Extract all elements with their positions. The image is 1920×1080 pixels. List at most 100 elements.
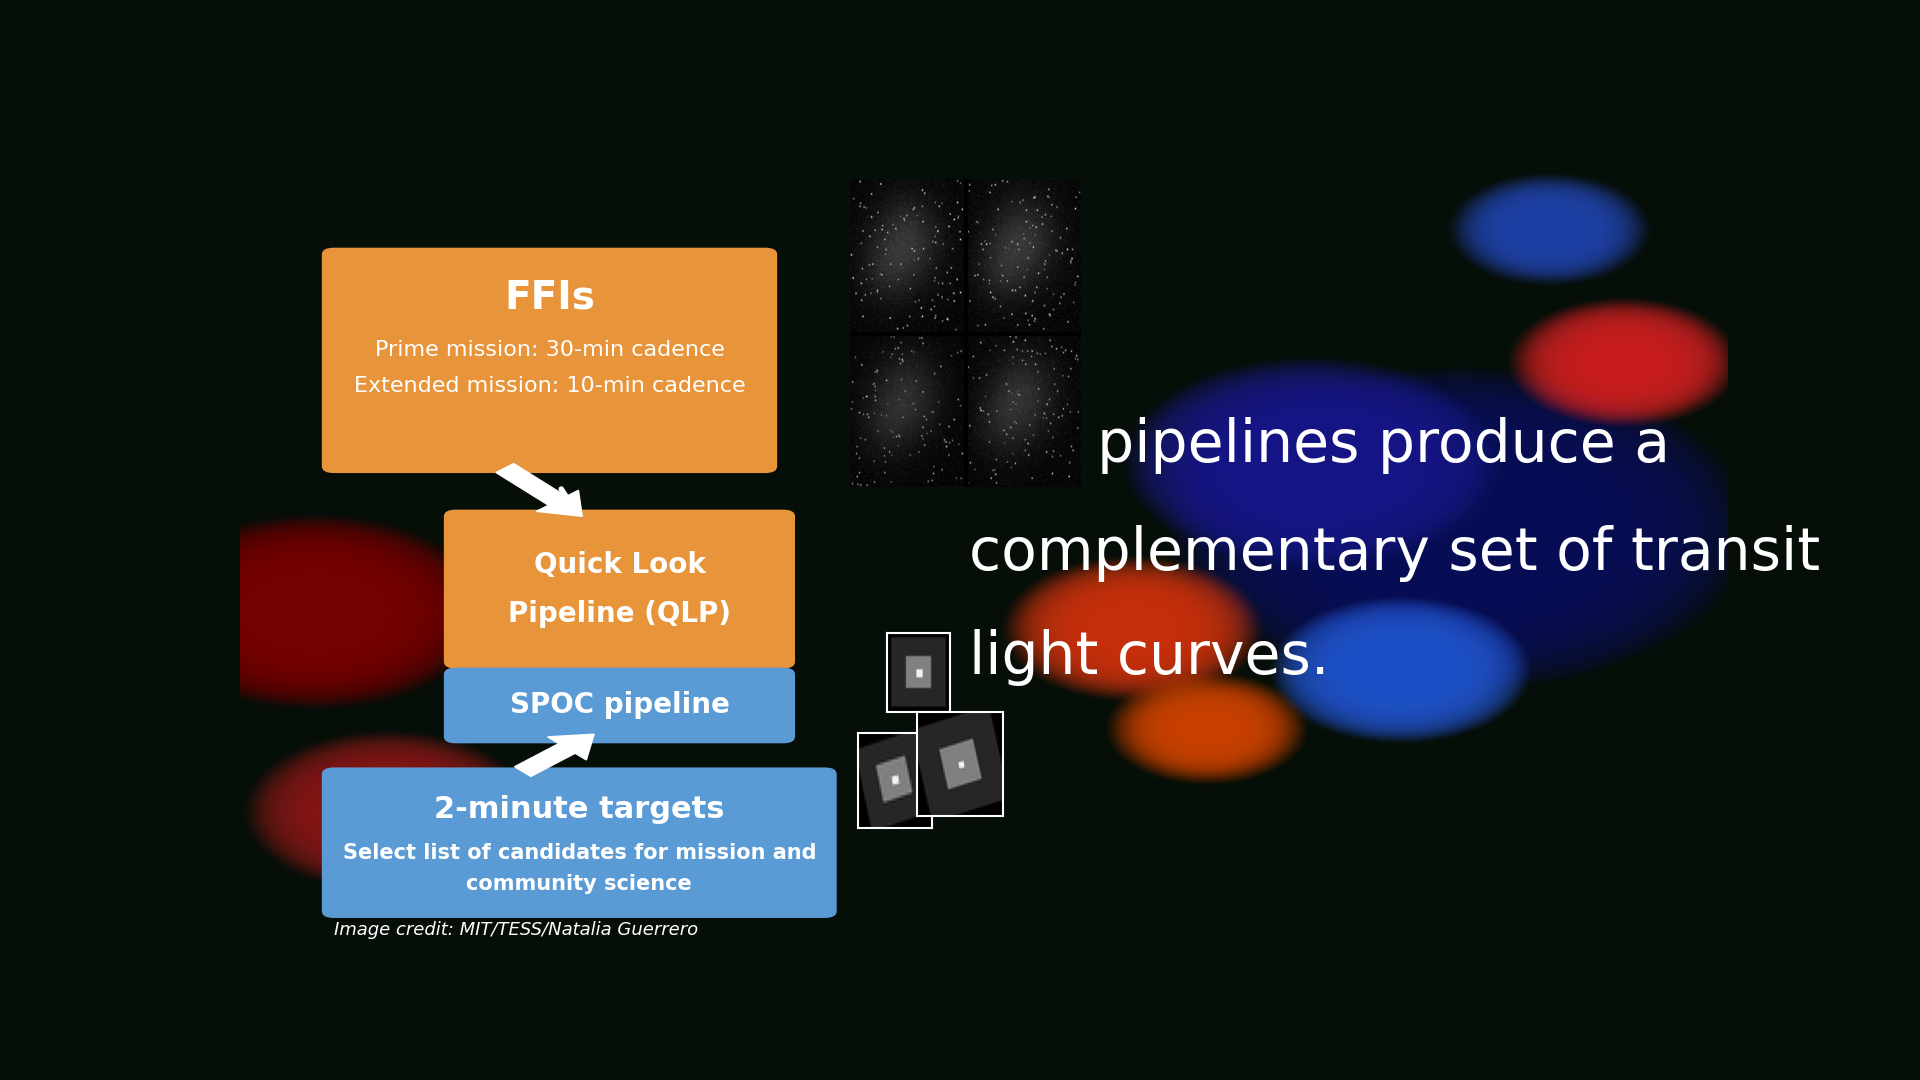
FancyBboxPatch shape	[323, 768, 837, 918]
Circle shape	[1438, 516, 1482, 541]
Circle shape	[1334, 458, 1586, 599]
Circle shape	[1524, 216, 1574, 243]
Circle shape	[1092, 606, 1173, 651]
Circle shape	[150, 519, 480, 704]
Circle shape	[1309, 619, 1492, 721]
FancyArrow shape	[515, 734, 593, 777]
Circle shape	[1542, 226, 1557, 233]
Circle shape	[1453, 175, 1645, 283]
Circle shape	[1110, 616, 1156, 642]
Circle shape	[1296, 437, 1624, 620]
Circle shape	[1423, 508, 1498, 550]
Circle shape	[1306, 617, 1496, 724]
Circle shape	[1473, 187, 1626, 272]
Circle shape	[1185, 391, 1438, 534]
Text: Image credit: MIT/TESS/Natalia Guerrero: Image credit: MIT/TESS/Natalia Guerrero	[334, 920, 697, 939]
Circle shape	[242, 571, 388, 653]
Circle shape	[202, 549, 426, 675]
Circle shape	[1530, 218, 1569, 241]
Circle shape	[269, 744, 509, 878]
Circle shape	[1599, 349, 1649, 376]
Circle shape	[1611, 355, 1638, 369]
Circle shape	[307, 608, 323, 616]
Circle shape	[1213, 407, 1409, 517]
Circle shape	[326, 777, 451, 846]
Circle shape	[1039, 576, 1227, 681]
Circle shape	[1319, 449, 1601, 608]
Circle shape	[1542, 316, 1705, 408]
Circle shape	[1116, 619, 1150, 638]
Circle shape	[1617, 359, 1632, 366]
Circle shape	[1133, 362, 1490, 563]
Circle shape	[1221, 395, 1697, 662]
Circle shape	[1227, 416, 1396, 509]
Circle shape	[1463, 180, 1636, 278]
Circle shape	[1177, 370, 1743, 687]
Circle shape	[280, 593, 348, 631]
Circle shape	[1096, 608, 1169, 649]
Circle shape	[1177, 712, 1236, 745]
Circle shape	[1204, 402, 1419, 523]
Circle shape	[1484, 193, 1615, 266]
Circle shape	[1148, 696, 1267, 761]
Circle shape	[1175, 711, 1240, 746]
Circle shape	[1513, 300, 1734, 424]
FancyArrow shape	[495, 463, 582, 516]
Circle shape	[1334, 633, 1467, 707]
Circle shape	[1501, 203, 1597, 256]
Circle shape	[1601, 350, 1645, 375]
Text: Prime mission: 30-min cadence: Prime mission: 30-min cadence	[374, 340, 724, 360]
Circle shape	[1379, 483, 1542, 575]
Circle shape	[1016, 563, 1250, 694]
Circle shape	[211, 554, 419, 670]
Circle shape	[1192, 720, 1223, 737]
Circle shape	[1156, 699, 1260, 757]
Circle shape	[171, 531, 457, 692]
Circle shape	[1526, 217, 1572, 242]
FancyBboxPatch shape	[444, 510, 795, 669]
Circle shape	[1357, 646, 1444, 694]
Circle shape	[1162, 378, 1461, 546]
Circle shape	[215, 556, 415, 667]
Circle shape	[1488, 194, 1611, 264]
Circle shape	[1407, 500, 1513, 558]
Circle shape	[1083, 600, 1183, 657]
Circle shape	[374, 804, 403, 820]
Circle shape	[1482, 192, 1617, 267]
Circle shape	[1492, 198, 1607, 261]
Circle shape	[1252, 429, 1371, 496]
Circle shape	[1394, 491, 1526, 566]
Circle shape	[1532, 219, 1567, 239]
Circle shape	[1283, 429, 1638, 629]
Circle shape	[1292, 610, 1509, 730]
Circle shape	[1175, 387, 1448, 538]
Circle shape	[1302, 616, 1500, 725]
Circle shape	[1275, 442, 1348, 483]
Circle shape	[1505, 204, 1594, 255]
Circle shape	[1208, 388, 1713, 670]
Circle shape	[219, 558, 409, 665]
Circle shape	[1273, 599, 1528, 741]
Circle shape	[353, 792, 424, 832]
Circle shape	[1311, 446, 1609, 612]
Circle shape	[363, 797, 415, 826]
Circle shape	[1012, 561, 1254, 697]
Circle shape	[1200, 725, 1215, 732]
Circle shape	[1229, 400, 1692, 658]
Circle shape	[1321, 626, 1480, 714]
Circle shape	[267, 585, 361, 638]
Circle shape	[309, 767, 468, 856]
Circle shape	[1551, 322, 1697, 404]
Text: SPOC pipeline: SPOC pipeline	[509, 691, 730, 719]
Circle shape	[1208, 405, 1415, 519]
Circle shape	[180, 537, 449, 687]
Circle shape	[1183, 715, 1233, 742]
Circle shape	[1025, 568, 1240, 689]
Circle shape	[1517, 212, 1582, 247]
Circle shape	[1590, 343, 1657, 381]
Circle shape	[265, 743, 513, 880]
Circle shape	[1068, 592, 1198, 665]
Circle shape	[1523, 214, 1576, 245]
Circle shape	[252, 734, 526, 889]
Circle shape	[248, 732, 530, 891]
